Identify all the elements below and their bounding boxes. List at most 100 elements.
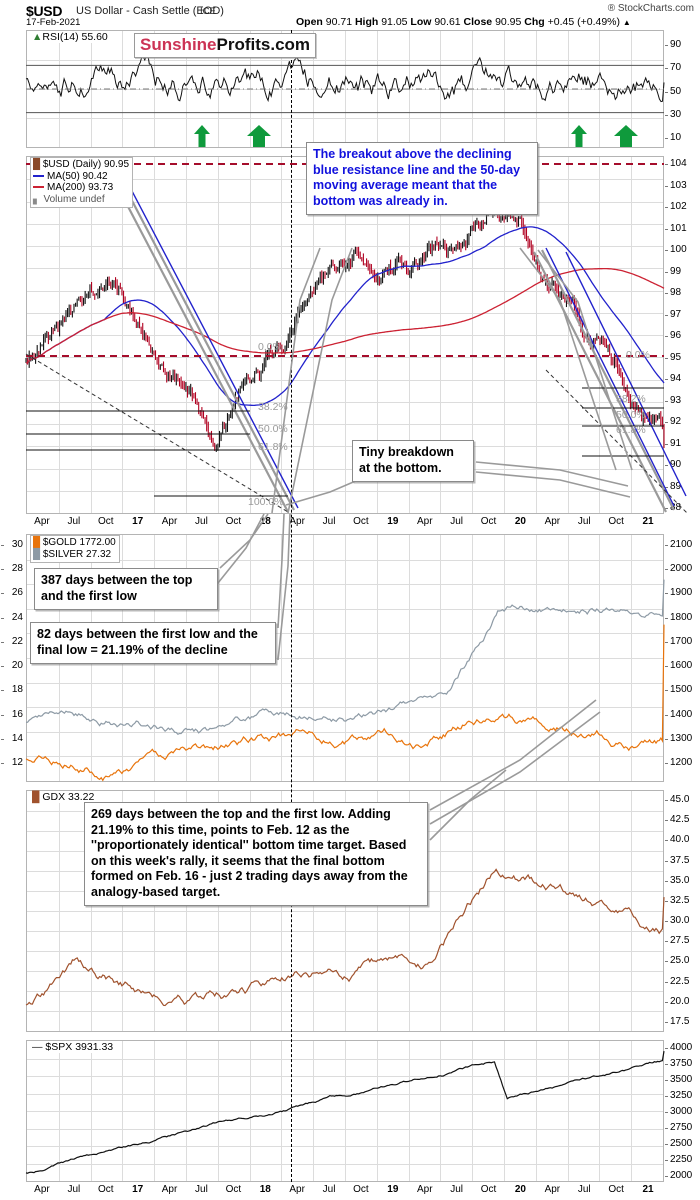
y-tick-mark	[665, 714, 668, 716]
x-tick-label: Apr	[416, 516, 433, 527]
y-tick-label: 1400	[670, 708, 693, 720]
y-tick-mark	[665, 228, 668, 230]
callout-tiny-breakdown: Tiny breakdown at the bottom.	[352, 440, 474, 482]
gold-legend: █ $GOLD 1772.00	[33, 537, 116, 548]
usd-legend-ma200: MA(200) 93.73	[33, 182, 129, 194]
x-tick-label: 18	[259, 516, 271, 527]
spx-panel	[26, 1040, 664, 1182]
high-value: 91.05	[381, 16, 408, 28]
x-tick-label: Jul	[450, 516, 464, 527]
rsi-series	[25, 53, 665, 114]
x-tick-label: Apr	[34, 516, 50, 527]
y-tick-label: 94	[670, 373, 682, 384]
callout-breakout: The breakout above the declining blue re…	[306, 142, 538, 215]
change-value: +0.45 (+0.49%)	[547, 16, 620, 28]
y-tick-label: 97	[670, 308, 682, 320]
y-tick-mark	[1, 569, 4, 571]
x-tick-label: Jul	[195, 516, 208, 527]
change-label: Chg	[524, 16, 545, 28]
y-tick-label: 89	[670, 480, 682, 492]
x-tick-label: Oct	[97, 516, 114, 527]
x-tick-label: Jul	[322, 1184, 336, 1195]
metals-panel-legend: █ $GOLD 1772.00 █ $SILVER 27.32	[30, 535, 120, 563]
x-tick-label: 21	[642, 1184, 654, 1195]
y-tick-label: 32.5	[670, 894, 690, 906]
x-tick-label: Oct	[480, 1184, 497, 1195]
y-tick-label: 35.0	[670, 874, 690, 886]
y-tick-mark	[665, 1144, 668, 1145]
x-tick-label: Jul	[67, 1184, 81, 1195]
y-tick-label: 92	[670, 416, 682, 427]
y-tick-label: 1700	[670, 635, 693, 647]
y-tick-mark	[1, 641, 4, 643]
y-tick-label: 30	[670, 108, 682, 120]
fib-label-left-618: 61.8%	[258, 441, 288, 453]
y-tick-mark	[665, 1128, 668, 1129]
y-tick-mark	[665, 336, 668, 337]
y-tick-label: 2500	[670, 1138, 693, 1149]
callout-82-days: 82 days between the first low and the fi…	[30, 622, 276, 664]
y-tick-label: 16	[11, 708, 23, 720]
y-tick-label: 95	[670, 351, 682, 363]
symbol-name: US Dollar - Cash Settle (EOD)	[76, 5, 224, 17]
fib-label-left-382: 38.2%	[258, 401, 288, 413]
y-tick-mark	[1, 593, 4, 595]
vertical-time-marker	[291, 30, 292, 1182]
x-tick-label: 20	[514, 1184, 526, 1195]
y-tick-mark	[665, 400, 668, 402]
y-tick-label: 2250	[670, 1154, 693, 1165]
x-tick-label: Oct	[97, 1184, 114, 1195]
y-tick-mark	[665, 138, 668, 139]
y-tick-mark	[665, 207, 668, 208]
y-tick-label: 40.0	[670, 834, 690, 846]
fib-label-left-0: 0.0%	[258, 341, 282, 353]
callout-269-days: 269 days between the top and the first l…	[84, 802, 428, 906]
x-tick-label: 19	[387, 516, 399, 527]
y-tick-label: 26	[11, 587, 23, 599]
y-tick-label: 70	[670, 62, 682, 74]
y-tick-label: 1800	[670, 611, 693, 623]
y-tick-mark	[665, 1112, 668, 1113]
x-tick-label: Apr	[161, 516, 178, 527]
y-tick-mark	[665, 486, 668, 488]
x-tick-label: Oct	[353, 1184, 369, 1195]
fib-label-right-382: 38.2%	[616, 393, 646, 405]
spx-x-axis: Apr Jul Oct 17 Apr Jul Oct 18 Apr Jul Oct 19 Apr Jul O…	[26, 1184, 664, 1198]
y-tick-mark	[665, 1048, 668, 1049]
y-tick-mark	[665, 800, 668, 801]
change-direction-icon: ▲	[622, 18, 631, 27]
y-tick-mark	[665, 508, 668, 509]
open-value: 90.71	[325, 16, 353, 28]
y-tick-mark	[665, 545, 668, 546]
y-tick-label: 96	[670, 330, 682, 341]
y-tick-mark	[665, 690, 668, 692]
y-tick-mark	[665, 293, 668, 294]
y-tick-label: 3000	[670, 1106, 693, 1117]
y-tick-mark	[665, 1176, 668, 1177]
chart-header: $USD US Dollar - Cash Settle (EOD) ICE 1…	[0, 0, 700, 28]
x-tick-label: Jul	[577, 1184, 591, 1195]
x-tick-label: Oct	[225, 516, 242, 527]
x-tick-label: Jul	[450, 1184, 464, 1195]
y-tick-mark	[665, 763, 668, 764]
silver-legend: █ $SILVER 27.32	[33, 548, 112, 560]
ohlc-summary: Open 90.71 High 91.05 Low 90.61 Close 90…	[296, 16, 631, 28]
y-tick-label: 3500	[670, 1074, 693, 1085]
y-tick-mark	[665, 68, 668, 70]
y-tick-label: 25.0	[670, 955, 690, 967]
y-tick-label: 3250	[670, 1090, 693, 1101]
y-tick-mark	[1, 545, 4, 546]
y-tick-mark	[665, 1001, 668, 1003]
x-tick-label: Oct	[608, 1184, 624, 1195]
y-tick-mark	[665, 250, 668, 251]
y-tick-mark	[665, 465, 668, 466]
close-label: Close	[463, 16, 493, 28]
x-tick-label: Apr	[544, 516, 561, 527]
y-tick-mark	[665, 569, 668, 571]
y-tick-label: 2750	[670, 1122, 693, 1133]
y-tick-label: 24	[11, 611, 23, 623]
high-label: High	[354, 16, 379, 28]
x-tick-label: Apr	[34, 1184, 50, 1195]
y-tick-mark	[665, 840, 668, 842]
y-tick-label: 30.0	[670, 915, 690, 927]
